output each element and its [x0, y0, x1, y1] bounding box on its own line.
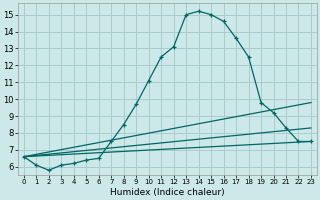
X-axis label: Humidex (Indice chaleur): Humidex (Indice chaleur) [110, 188, 225, 197]
